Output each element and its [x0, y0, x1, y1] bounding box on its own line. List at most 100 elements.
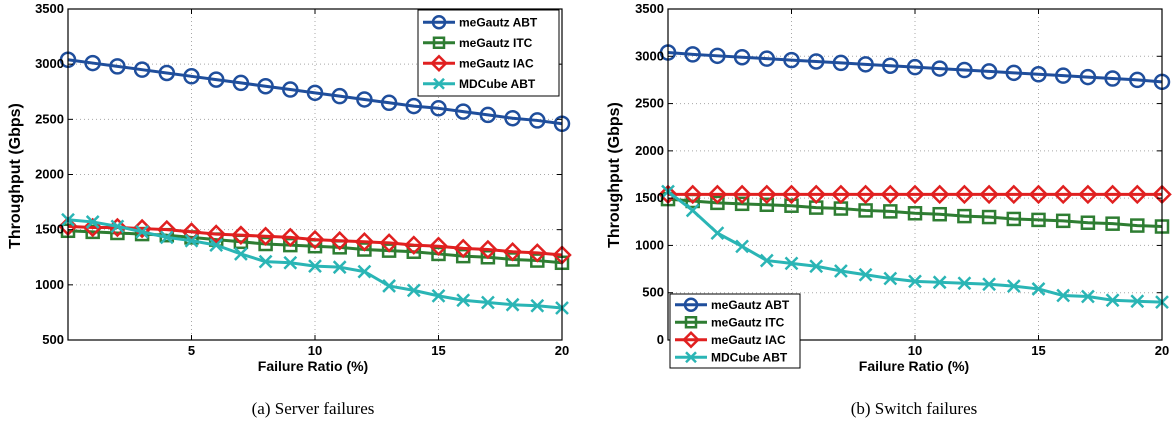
x-axis-label: Failure Ratio (%) [859, 358, 969, 374]
x-tick-label: 10 [308, 343, 322, 358]
chart-switch-failures: (b) Switch failures Failure Ratio (%) Th… [606, 1, 1172, 418]
data-point [832, 54, 850, 72]
data-point [354, 232, 375, 252]
data-point [809, 259, 824, 274]
data-point [1129, 71, 1146, 89]
data-point [455, 248, 471, 264]
data-point [258, 254, 273, 269]
legend-label: meGautz ABT [459, 15, 538, 29]
y-tick-label: 3000 [635, 48, 664, 63]
data-point [133, 61, 151, 78]
data-point [1081, 289, 1095, 304]
data-point [530, 253, 545, 268]
series-megautz-iac [658, 184, 1172, 205]
x-tick-label: 10 [908, 343, 922, 358]
data-point [209, 238, 224, 252]
data-point [431, 288, 446, 303]
y-tick-label: 3000 [35, 56, 64, 71]
data-point [707, 184, 728, 205]
series-megautz-itc [660, 191, 1170, 234]
data-point [709, 47, 726, 65]
data-point [306, 84, 324, 102]
y-tick-label: 1000 [635, 237, 664, 252]
y-tick-label: 2000 [635, 143, 664, 158]
series-megautz-abt [659, 44, 1171, 91]
y-tick-label: 2000 [35, 167, 64, 182]
data-point [1053, 184, 1073, 205]
legend-label: MDCube ABT [459, 77, 536, 91]
x-tick-label: 15 [431, 343, 445, 358]
data-point [757, 184, 777, 205]
data-point [685, 203, 700, 218]
legend-item: meGautz ITC [423, 36, 533, 50]
legend-swatch-marker [431, 15, 447, 30]
data-point [834, 264, 848, 278]
data-point [1080, 215, 1096, 230]
legend-label: MDCube ABT [711, 350, 788, 364]
legend-label: meGautz ITC [459, 36, 533, 50]
data-point [85, 215, 100, 229]
legend-item: meGautz IAC [423, 54, 534, 73]
data-point [305, 229, 325, 250]
data-point [282, 81, 299, 98]
data-point [527, 243, 548, 263]
data-point [932, 206, 947, 222]
data-point [431, 246, 446, 262]
data-point [906, 58, 924, 76]
data-point [1102, 184, 1123, 205]
data-point [481, 295, 495, 310]
series-megautz-abt [59, 51, 571, 132]
series-line [667, 197, 1163, 229]
data-point [356, 91, 373, 108]
data-point [505, 252, 520, 267]
data-point [454, 103, 472, 120]
data-point [232, 74, 250, 92]
data-point [504, 109, 521, 127]
data-point [135, 224, 149, 239]
data-point [734, 196, 750, 212]
data-point [1130, 294, 1145, 309]
data-point [1104, 70, 1121, 87]
legend-swatch-marker [430, 54, 448, 73]
data-point [907, 206, 923, 221]
data-point [956, 61, 973, 79]
data-point [283, 255, 298, 270]
x-axis-label: Failure Ratio (%) [258, 358, 368, 374]
data-point [1006, 211, 1022, 227]
data-point [1130, 218, 1145, 233]
x-tick-label: 20 [1155, 343, 1169, 358]
data-point [781, 184, 802, 205]
data-point [1028, 184, 1049, 205]
data-point [1105, 293, 1120, 308]
data-point [1054, 67, 1072, 84]
data-point [1105, 216, 1120, 231]
legend-swatch-marker [682, 330, 700, 349]
data-point [505, 297, 520, 312]
data-point [710, 226, 725, 241]
data-point [406, 283, 421, 298]
data-point [456, 293, 471, 308]
data-point [882, 57, 899, 74]
data-point [280, 227, 301, 248]
data-point [735, 239, 749, 254]
data-point [405, 97, 423, 115]
y-tick-label: 0 [657, 332, 664, 347]
legend-item: meGautz ABT [423, 15, 538, 30]
y-tick-label: 1500 [635, 190, 664, 205]
data-point [158, 64, 176, 82]
series-megautz-iac [58, 216, 572, 265]
legend-label: meGautz IAC [459, 56, 534, 70]
data-point [453, 238, 473, 259]
data-point [732, 184, 752, 205]
data-point [758, 50, 776, 67]
y-tick-label: 3500 [35, 1, 64, 16]
data-point [82, 217, 103, 238]
y-axis-label: Throughput (Gbps) [7, 103, 24, 249]
data-point [931, 60, 948, 77]
data-point [109, 58, 126, 75]
data-point [980, 63, 998, 80]
data-point [807, 53, 825, 70]
data-point [684, 46, 701, 63]
data-point [1005, 64, 1023, 82]
x-tick-label: 15 [1031, 343, 1045, 358]
